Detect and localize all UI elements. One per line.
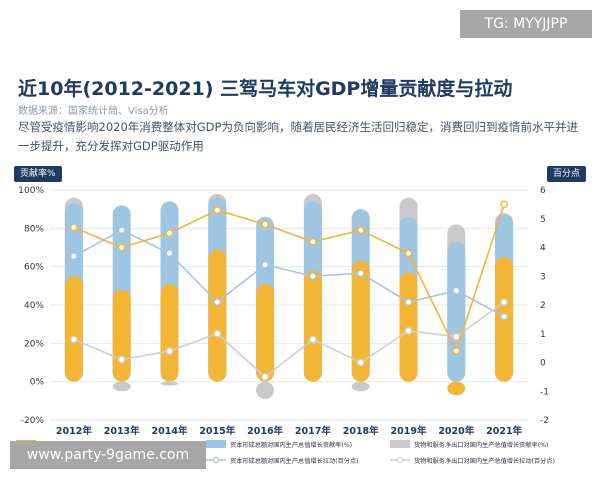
netexport-line-point	[356, 358, 365, 367]
legend-netexport-line-marker	[396, 456, 404, 464]
capital-line-point	[308, 272, 317, 281]
legend-capital-line-label: 资本形成总额对国内生产总值增长拉动(百分点)	[230, 457, 359, 465]
right-tick-label: 6	[540, 186, 546, 196]
consumption-line-point	[356, 226, 365, 235]
netexport-line-point	[452, 332, 461, 341]
watermark-top: TG: MYYJJPP	[460, 10, 592, 38]
consumption-line-point	[261, 220, 270, 229]
capital-line-point	[356, 269, 365, 278]
right-tick-label: -2	[540, 416, 549, 426]
x-tick-label: 2014年	[152, 425, 188, 437]
right-axis-label: 百分点	[546, 166, 586, 182]
x-tick-label: 2016年	[247, 425, 283, 437]
netexport-line-point	[404, 326, 413, 335]
consumption-bar	[208, 249, 227, 382]
left-tick-label: -20%	[21, 416, 45, 426]
x-tick-label: 2019年	[391, 425, 427, 437]
capital-line-point	[404, 298, 413, 307]
legend-capital-bar-swatch	[206, 440, 226, 448]
netexport-bar	[160, 381, 179, 386]
left-tick-label: 20%	[24, 339, 44, 349]
capital-line	[73, 229, 505, 318]
legend-capital-bar-label: 资本形成总额对国内生产总值增长贡献率(%)	[230, 441, 352, 449]
consumption-line-point	[452, 347, 461, 355]
right-tick-label: -1	[540, 387, 549, 397]
left-tick-label: 80%	[24, 224, 44, 234]
consumption-line-point	[404, 249, 413, 258]
netexport-line	[73, 301, 505, 378]
netexport-bar	[351, 381, 370, 392]
legend-netexport-bar-swatch	[390, 440, 410, 448]
capital-line-point	[70, 252, 78, 261]
x-tick-label: 2012年	[56, 425, 92, 437]
right-tick-label: 5	[540, 215, 546, 225]
right-tick-label: 0	[540, 359, 546, 369]
netexport-line-point	[165, 347, 174, 355]
netexport-line-point	[261, 372, 270, 381]
x-tick-label: 2020年	[438, 425, 474, 437]
left-tick-label: 100%	[18, 186, 44, 196]
capital-bar	[447, 241, 466, 382]
netexport-line-point	[70, 335, 78, 344]
capital-line-point	[500, 312, 508, 321]
consumption-line-point	[308, 237, 317, 246]
consumption-bar	[112, 289, 131, 382]
capital-line-point	[117, 226, 126, 235]
left-tick-label: 60%	[24, 263, 44, 273]
left-axis-label: 贡献率%	[14, 166, 62, 182]
legend-netexport-line-label: 货物和服务净出口对国内生产总值增长拉动(百分点)	[414, 457, 555, 465]
x-tick-label: 2015年	[199, 425, 235, 437]
consumption-line-point	[70, 223, 78, 232]
capital-line-point	[165, 249, 174, 258]
right-tick-label: 3	[540, 272, 546, 282]
netexport-bar	[256, 381, 275, 399]
right-tick-label: 4	[540, 244, 546, 254]
consumption-line-point	[500, 200, 508, 209]
consumption-bar	[256, 283, 275, 382]
watermark-bottom: www.party-9game.com	[10, 441, 206, 469]
consumption-bar	[64, 276, 83, 382]
x-tick-label: 2013年	[104, 425, 140, 437]
chart: -20% 0% 20% 40% 60% 80% 100% -2 -1 0 1 2 3 4 5 6 2012年 20…	[16, 186, 555, 465]
consumption-bar	[160, 283, 179, 382]
right-tick-label: 1	[540, 330, 546, 340]
capital-line-point	[452, 286, 461, 295]
netexport-bar	[112, 381, 131, 392]
netexport-line-point	[500, 298, 508, 307]
chart-card: 近10年(2012-2021) 三驾马车对GDP增量贡献度与拉动 数据来源：国家…	[8, 64, 592, 480]
consumption-line-point	[213, 206, 222, 215]
consumption-bar	[351, 260, 370, 382]
consumption-bar	[447, 381, 466, 396]
legend-netexport-bar-label: 货物和服务净出口对国内生产总值增长贡献率(%)	[414, 441, 548, 449]
x-tick-label: 2018年	[343, 425, 379, 437]
data-source: 数据来源：国家统计局、Visa分析	[18, 106, 169, 117]
left-tick-label: 40%	[24, 301, 44, 311]
right-tick-label: 2	[540, 301, 546, 311]
x-tick-label: 2021年	[486, 425, 522, 437]
legend-capital-line-marker	[212, 456, 220, 464]
capital-line-point	[213, 298, 222, 307]
x-tick-label: 2017年	[295, 425, 331, 437]
netexport-line-point	[213, 329, 222, 338]
netexport-line-point	[308, 335, 317, 344]
left-tick-label: 0%	[30, 378, 45, 388]
consumption-line-point	[165, 229, 174, 238]
capital-line-point	[261, 260, 270, 269]
page-title: 近10年(2012-2021) 三驾马车对GDP增量贡献度与拉动	[18, 78, 513, 100]
consumption-line	[73, 204, 505, 354]
consumption-line-point	[117, 243, 126, 252]
description-text: 尽管受疫情影响2020年消费整体对GDP为负向影响，随着居民经济生活回归稳定，消…	[18, 120, 578, 153]
netexport-line-point	[117, 355, 126, 364]
consumption-bar	[303, 270, 322, 382]
